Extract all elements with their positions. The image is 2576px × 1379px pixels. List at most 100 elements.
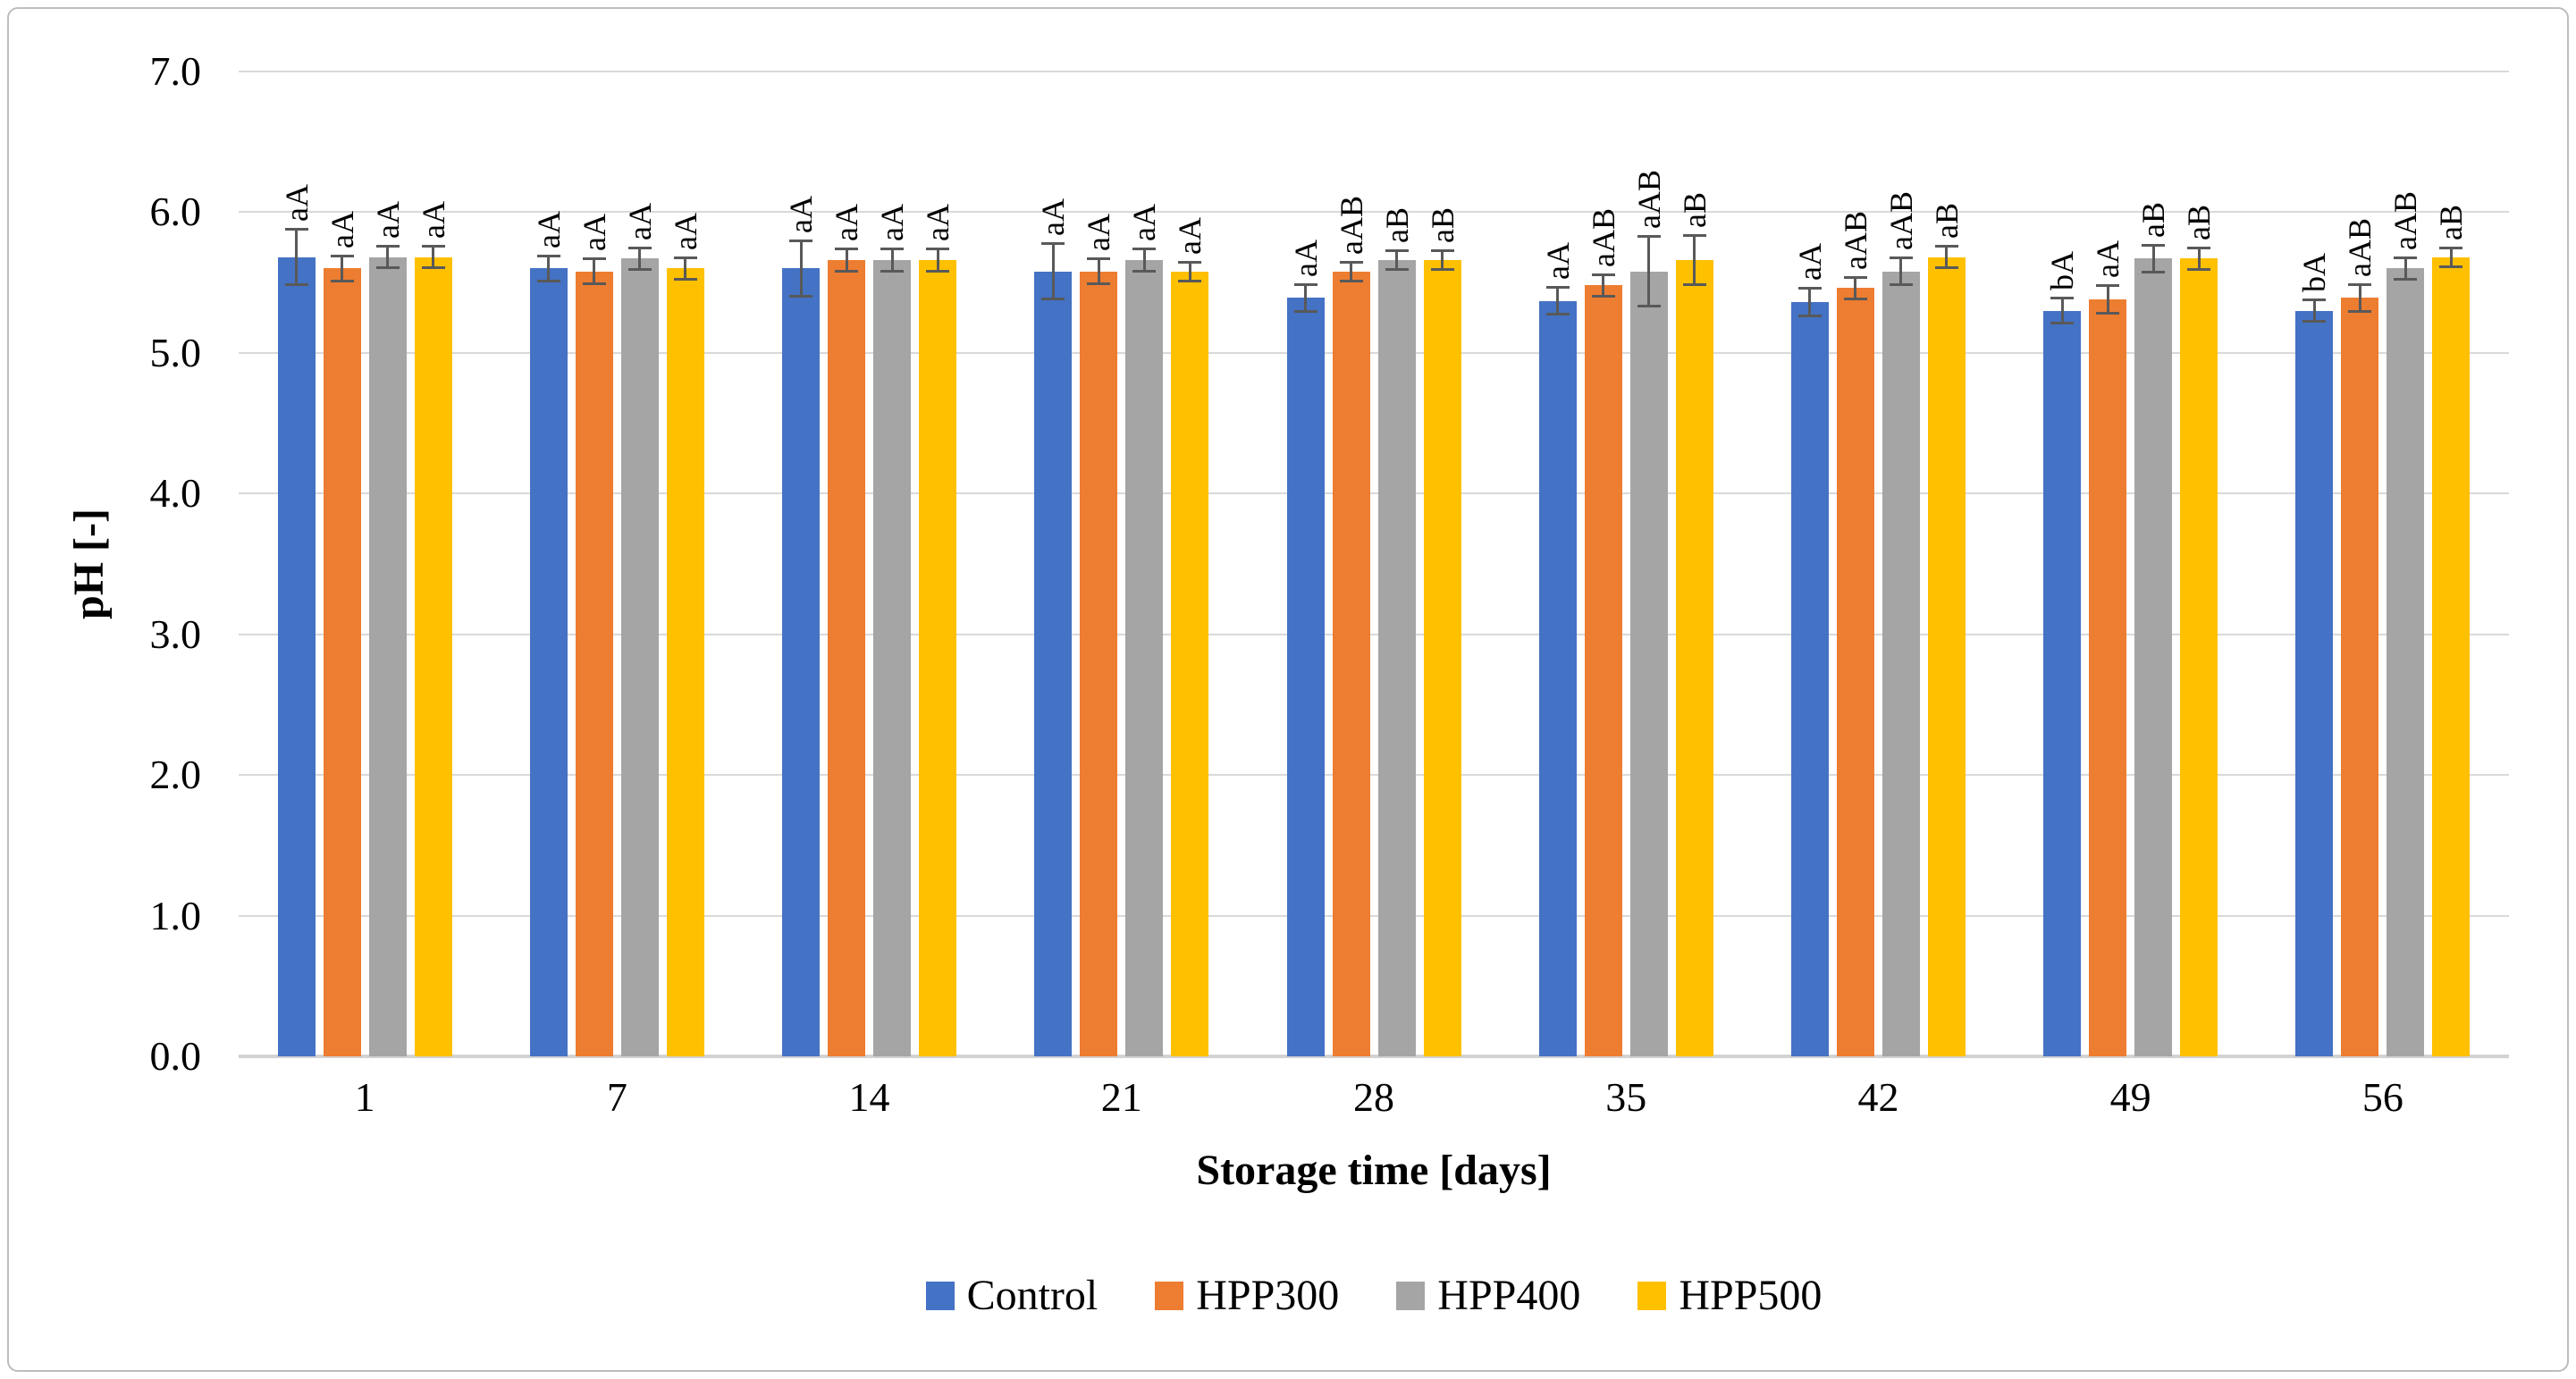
- bar-hpp300-day-7: [575, 271, 613, 1056]
- error-bar-cap-top: [2096, 284, 2120, 288]
- legend: Control HPP300 HPP400 HPP500: [239, 1265, 2509, 1327]
- bar-significance-label: aA: [1126, 204, 1163, 242]
- bar-control-day-56: [2295, 310, 2334, 1056]
- error-bar-cap-top: [1087, 257, 1111, 261]
- bar-significance-label: aA: [1791, 243, 1828, 282]
- x-axis-title: Storage time [days]: [1196, 1147, 1552, 1194]
- error-bar-cap-top: [284, 228, 308, 231]
- bar-hpp300-day-21: [1080, 271, 1118, 1056]
- legend-item-hpp400: HPP400: [1396, 1271, 1580, 1321]
- bar-hpp400-day-56: [2387, 268, 2425, 1056]
- error-bar-cap-top: [2348, 282, 2372, 286]
- error-bar-cap-bottom: [2302, 320, 2327, 324]
- y-tick-label: 1.0: [149, 892, 202, 938]
- error-bar: [2060, 298, 2064, 324]
- error-bar-cap-bottom: [421, 266, 445, 270]
- error-bar-cap-top: [1178, 260, 1202, 264]
- bar-significance-label: aA: [667, 212, 703, 250]
- legend-label: HPP500: [1679, 1272, 1823, 1319]
- bar-significance-label: aAB: [1333, 195, 1369, 255]
- bar-significance-label: aAB: [2387, 190, 2424, 250]
- y-tick-label: 4.0: [149, 470, 202, 517]
- error-bar: [2449, 247, 2453, 267]
- bar-significance-label: aA: [783, 195, 820, 233]
- bar-hpp400-day-14: [873, 259, 912, 1056]
- x-tick-label: 21: [1100, 1074, 1142, 1120]
- error-bar-cap-top: [835, 248, 859, 251]
- error-bar: [1854, 276, 1857, 300]
- legend-item-hpp500: HPP500: [1637, 1271, 1822, 1321]
- error-bar-cap-bottom: [1934, 266, 1958, 270]
- error-bar: [432, 246, 435, 269]
- bar-hpp300-day-35: [1584, 285, 1622, 1056]
- bar-significance-label: aA: [278, 184, 315, 223]
- error-bar-cap-top: [1339, 260, 1363, 264]
- error-bar-cap-bottom: [880, 269, 905, 273]
- gridline: [239, 71, 2509, 72]
- legend-label: HPP300: [1196, 1272, 1340, 1319]
- x-tick-label: 14: [848, 1074, 890, 1120]
- legend-swatch-icon: [1637, 1282, 1667, 1310]
- bar-hpp300-day-14: [828, 259, 866, 1056]
- error-bar-cap-bottom: [2187, 267, 2211, 271]
- error-bar-cap-bottom: [789, 294, 813, 298]
- error-bar-cap-bottom: [375, 266, 400, 270]
- bar-hpp300-day-49: [2089, 299, 2127, 1056]
- legend-label: Control: [966, 1272, 1099, 1319]
- error-bar-cap-top: [789, 239, 813, 242]
- error-bar-cap-bottom: [1293, 310, 1317, 314]
- bar-significance-label: aA: [1539, 241, 1576, 280]
- error-bar-cap-bottom: [2439, 265, 2463, 268]
- bar-hpp400-day-21: [1125, 259, 1164, 1056]
- y-tick-label: 0.0: [149, 1033, 202, 1079]
- y-tick-label: 2.0: [149, 752, 202, 798]
- x-axis-line: [239, 1055, 2509, 1058]
- error-bar-cap-bottom: [2348, 310, 2372, 314]
- bar-significance-label: aAB: [1837, 210, 1873, 270]
- bar-significance-label: aB: [1928, 203, 1965, 240]
- error-bar: [1647, 236, 1651, 307]
- bar-control-day-21: [1034, 271, 1073, 1056]
- error-bar-cap-bottom: [284, 283, 308, 287]
- bar-significance-label: aA: [324, 211, 360, 249]
- bar-significance-label: aB: [2181, 204, 2218, 240]
- bar-significance-label: aB: [2433, 204, 2470, 240]
- bar-significance-label: aAB: [2342, 217, 2378, 277]
- bar-significance-label: aA: [415, 201, 451, 240]
- bar-significance-label: aAB: [1882, 190, 1919, 250]
- error-bar-cap-bottom: [1843, 298, 1867, 301]
- bar-significance-label: aB: [1378, 206, 1415, 243]
- bar-hpp400-day-49: [2134, 258, 2173, 1056]
- bar-significance-label: aA: [920, 204, 956, 242]
- error-bar-cap-top: [582, 257, 606, 261]
- bar-significance-label: aA: [2090, 240, 2126, 279]
- bar-hpp400-day-42: [1881, 271, 1920, 1056]
- error-bar-cap-bottom: [536, 279, 560, 282]
- error-bar-cap-top: [1041, 242, 1065, 246]
- bar-significance-label: aA: [576, 214, 612, 252]
- bar-hpp400-day-28: [1377, 259, 1416, 1056]
- bar-hpp500-day-35: [1675, 259, 1713, 1056]
- error-bar-cap-top: [2439, 246, 2463, 249]
- error-bar-cap-top: [1293, 282, 1317, 286]
- error-bar: [1441, 249, 1444, 270]
- error-bar: [1945, 246, 1949, 269]
- gridline: [239, 914, 2509, 917]
- x-tick-label: 56: [2361, 1074, 2403, 1120]
- legend-item-control: Control: [925, 1271, 1099, 1321]
- bar-significance-label: aA: [1287, 239, 1324, 277]
- bar-hpp500-day-49: [2180, 258, 2218, 1056]
- legend-swatch-icon: [1155, 1282, 1184, 1310]
- error-bar-cap-top: [673, 256, 697, 259]
- error-bar-cap-bottom: [1545, 313, 1570, 316]
- bar-significance-label: aA: [1172, 216, 1208, 255]
- bar-hpp300-day-56: [2341, 298, 2379, 1056]
- error-bar-cap-bottom: [1797, 314, 1822, 317]
- error-bar-cap-top: [1797, 287, 1822, 290]
- error-bar-cap-bottom: [673, 277, 697, 281]
- gridline: [239, 351, 2509, 354]
- bar-significance-label: aA: [621, 202, 658, 240]
- bar-significance-label: aA: [1081, 214, 1117, 252]
- error-bar: [936, 248, 939, 272]
- bar-hpp500-day-42: [1927, 256, 1966, 1056]
